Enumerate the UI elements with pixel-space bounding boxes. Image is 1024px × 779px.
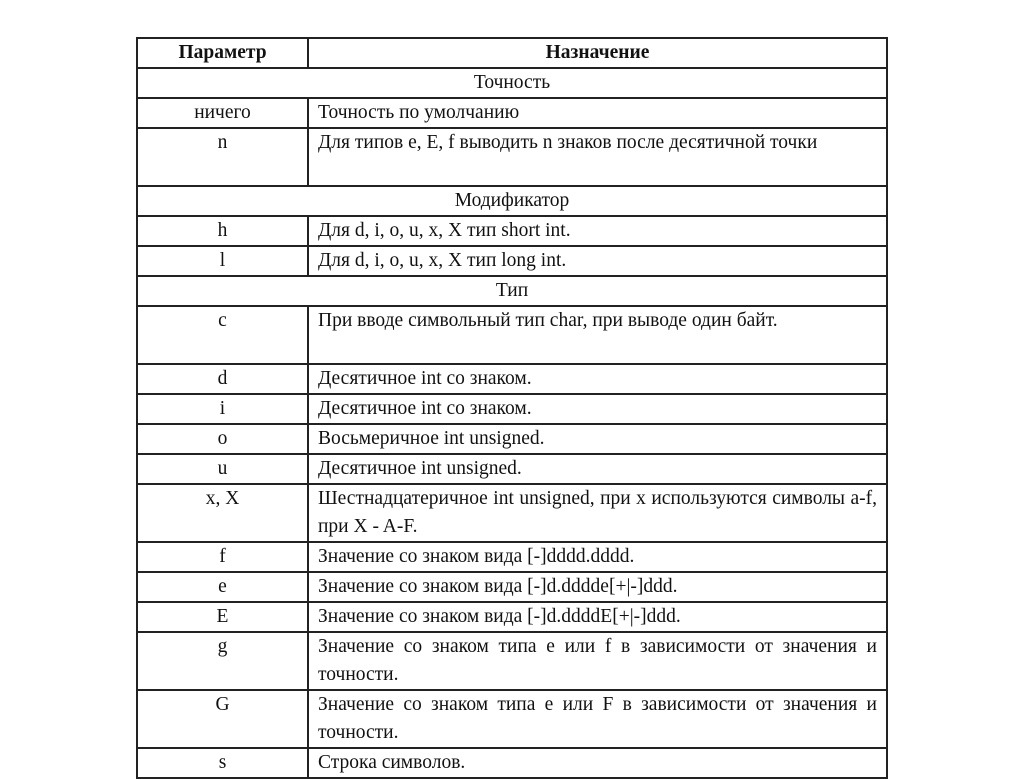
desc-cell: Десятичное int unsigned. — [307, 453, 888, 485]
param-cell: h — [136, 215, 309, 247]
param-cell: x, X — [136, 483, 309, 543]
section-title: Точность — [136, 67, 888, 99]
param-cell: e — [136, 571, 309, 603]
desc-cell: Значение со знаком вида [-]d.dddde[+|-]d… — [307, 571, 888, 603]
section-title: Модификатор — [136, 185, 888, 217]
table-row: E Значение со знаком вида [-]d.ddddE[+|-]… — [136, 601, 888, 633]
desc-cell: Для d, i, o, u, x, X тип short int. — [307, 215, 888, 247]
table-row: f Значение со знаком вида [-]dddd.dddd. — [136, 541, 888, 573]
header-purpose: Назначение — [307, 37, 888, 69]
param-cell: E — [136, 601, 309, 633]
desc-cell: Значение со знаком типа e или F в зависи… — [307, 689, 888, 749]
table-row: i Десятичное int со знаком. — [136, 393, 888, 425]
table-row: x, X Шестнадцатеричное int unsigned, при … — [136, 483, 888, 543]
param-cell: i — [136, 393, 309, 425]
desc-cell: Для d, i, o, u, x, X тип long int. — [307, 245, 888, 277]
header-param: Параметр — [136, 37, 309, 69]
param-cell: d — [136, 363, 309, 395]
table-row: g Значение со знаком типа e или f в завис… — [136, 631, 888, 691]
table-row: c При вводе символьный тип char, при выво… — [136, 305, 888, 365]
desc-cell: Значение со знаком типа e или f в зависи… — [307, 631, 888, 691]
param-cell: o — [136, 423, 309, 455]
param-cell: f — [136, 541, 309, 573]
table-row: s Строка символов. — [136, 747, 888, 779]
param-cell: n — [136, 127, 309, 187]
desc-cell: Шестнадцатеричное int unsigned, при x ис… — [307, 483, 888, 543]
table-row: d Десятичное int со знаком. — [136, 363, 888, 395]
table-row: n Для типов e, E, f выводить n знаков пос… — [136, 127, 888, 187]
table-row: u Десятичное int unsigned. — [136, 453, 888, 485]
section-title: Тип — [136, 275, 888, 307]
desc-cell: Значение со знаком вида [-]d.ddddE[+|-]d… — [307, 601, 888, 633]
param-cell: G — [136, 689, 309, 749]
section-row: Точность — [136, 67, 888, 99]
desc-cell: Десятичное int со знаком. — [307, 393, 888, 425]
table-row: e Значение со знаком вида [-]d.dddde[+|-]… — [136, 571, 888, 603]
format-spec-table: Параметр Назначение Точность ничего Точнос… — [136, 37, 888, 779]
desc-cell: Восьмеричное int unsigned. — [307, 423, 888, 455]
table-row: o Восьмеричное int unsigned. — [136, 423, 888, 455]
table-header-row: Параметр Назначение — [136, 37, 888, 69]
section-row: Тип — [136, 275, 888, 307]
param-cell: s — [136, 747, 309, 779]
param-cell: c — [136, 305, 309, 365]
param-cell: l — [136, 245, 309, 277]
param-cell: u — [136, 453, 309, 485]
section-row: Модификатор — [136, 185, 888, 217]
desc-cell: Точность по умолчанию — [307, 97, 888, 129]
desc-cell: Для типов e, E, f выводить n знаков посл… — [307, 127, 888, 187]
desc-cell: Десятичное int со знаком. — [307, 363, 888, 395]
desc-cell: Строка символов. — [307, 747, 888, 779]
table-row: l Для d, i, o, u, x, X тип long int. — [136, 245, 888, 277]
table-row: G Значение со знаком типа e или F в завис… — [136, 689, 888, 749]
table-row: h Для d, i, o, u, x, X тип short int. — [136, 215, 888, 247]
param-cell: g — [136, 631, 309, 691]
desc-cell: При вводе символьный тип char, при вывод… — [307, 305, 888, 365]
desc-cell: Значение со знаком вида [-]dddd.dddd. — [307, 541, 888, 573]
param-cell: ничего — [136, 97, 309, 129]
table-row: ничего Точность по умолчанию — [136, 97, 888, 129]
